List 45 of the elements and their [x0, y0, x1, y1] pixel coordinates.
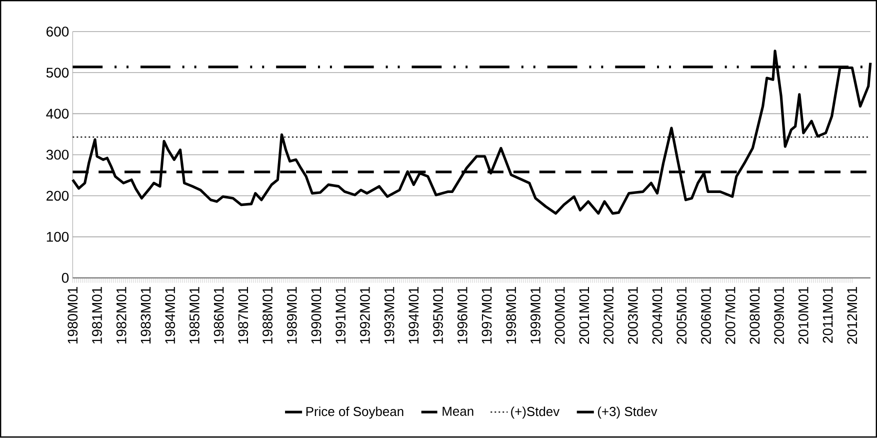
- x-tick-label: 2001M01: [579, 287, 590, 344]
- x-tick-label: 1989M01: [286, 287, 297, 344]
- x-tick-label: 1999M01: [530, 287, 540, 344]
- x-tick-label: 1981M01: [92, 287, 102, 344]
- y-tick-label: 200: [46, 191, 69, 201]
- x-tick-label: 2005M01: [676, 287, 687, 344]
- x-tick-label: 1984M01: [165, 287, 176, 344]
- y-tick-label: 0: [62, 273, 69, 283]
- x-tick-label: 2002M01: [604, 287, 614, 344]
- y-tick-label: 300: [46, 150, 69, 160]
- x-tick-label: 2009M01: [774, 287, 784, 344]
- legend-label: (+)Stdev: [511, 406, 560, 419]
- line-series: [71, 50, 872, 215]
- x-tick-label: 1998M01: [506, 287, 516, 344]
- y-tick-label: 400: [46, 108, 69, 119]
- x-tick-label: 1995M01: [433, 287, 443, 344]
- x-tick-label: 2004M01: [652, 287, 662, 344]
- x-tick-label: 1987M01: [238, 287, 248, 344]
- legend-label: Mean: [442, 407, 474, 416]
- x-tick-label: 1985M01: [190, 287, 200, 344]
- y-tick-label: 600: [46, 26, 69, 37]
- x-tick-label: 1988M01: [262, 287, 272, 344]
- x-tick-label: 2012M01: [847, 287, 858, 344]
- x-tick-label: 2010M01: [798, 287, 808, 344]
- y-tick-label: 500: [46, 68, 69, 78]
- x-tick-label: 1994M01: [408, 287, 419, 344]
- x-tick-label: 1993M01: [384, 287, 394, 344]
- legend-label: Price of Soybean: [306, 406, 404, 419]
- x-tick-label: 1996M01: [457, 287, 468, 344]
- x-tick-label: 2008M01: [750, 287, 760, 344]
- x-tick-label: 1982M01: [116, 287, 126, 344]
- x-tick-label: 2006M01: [701, 287, 711, 344]
- x-tick-label: 1980M01: [68, 287, 78, 344]
- x-tick-label: 1992M01: [360, 287, 370, 344]
- x-tick-label: 2007M01: [725, 287, 736, 344]
- x-tick-label: 1983M01: [140, 287, 151, 344]
- x-tick-label: 2011M01: [822, 287, 833, 344]
- x-tick-label: 1991M01: [336, 287, 346, 344]
- y-tick-label: 100: [46, 232, 69, 242]
- x-tick-label: 1997M01: [482, 287, 492, 344]
- x-tick-label: 1990M01: [311, 287, 322, 344]
- x-tick-label: 2000M01: [554, 287, 565, 344]
- legend-label: (+3) Stdev: [598, 406, 658, 419]
- x-tick-label: 1986M01: [214, 287, 224, 344]
- x-tick-label: 2003M01: [628, 287, 638, 344]
